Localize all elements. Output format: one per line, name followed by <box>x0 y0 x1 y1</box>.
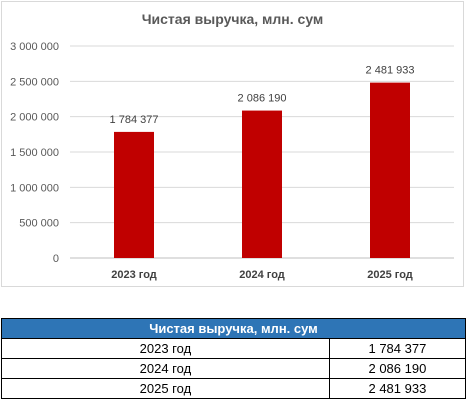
y-tick-label: 1 000 000 <box>10 182 59 194</box>
y-tick-label: 2 500 000 <box>10 76 59 88</box>
y-tick-label: 2 000 000 <box>10 112 59 124</box>
x-tick-label: 2025 год <box>367 269 413 281</box>
table-row-label: 2025 год <box>1 378 330 399</box>
chart-area: 0 500 000 1 000 000 1 500 000 2 000 000 2 500… <box>1 1 464 287</box>
x-tick-label: 2024 год <box>239 269 285 281</box>
data-label: 2 481 933 <box>366 65 415 77</box>
table-row: 2024 год 2 086 190 <box>1 358 467 379</box>
x-tick-label: 2023 год <box>111 269 157 281</box>
table-row: 2025 год 2 481 933 <box>1 378 467 399</box>
table-row-value: 1 784 377 <box>328 338 467 359</box>
table-row: 2023 год 1 784 377 <box>1 338 467 359</box>
table-row-label: 2023 год <box>1 338 330 359</box>
data-label: 2 086 190 <box>238 93 287 105</box>
table-header: Чистая выручка, млн. сум <box>1 318 466 339</box>
table-row-value: 2 481 933 <box>328 378 467 399</box>
table-row-label: 2024 год <box>1 358 330 379</box>
bar <box>242 110 282 259</box>
bar <box>370 82 410 258</box>
data-label: 1 784 377 <box>110 114 159 126</box>
table-row-value: 2 086 190 <box>328 358 467 379</box>
revenue-table: Чистая выручка, млн. сум 2023 год 1 784 … <box>1 318 467 399</box>
y-tick-label: 500 000 <box>19 218 59 230</box>
bar-chart: 0 500 000 1 000 000 1 500 000 2 000 000 2 500… <box>10 41 454 281</box>
chart-title: Чистая выручка, млн. сум <box>141 11 324 27</box>
table-header-row: Чистая выручка, млн. сум <box>1 318 466 339</box>
bar <box>114 131 154 258</box>
y-tick-label: 0 <box>53 253 59 265</box>
y-tick-label: 1 500 000 <box>10 147 59 159</box>
y-tick-label: 3 000 000 <box>10 41 59 53</box>
